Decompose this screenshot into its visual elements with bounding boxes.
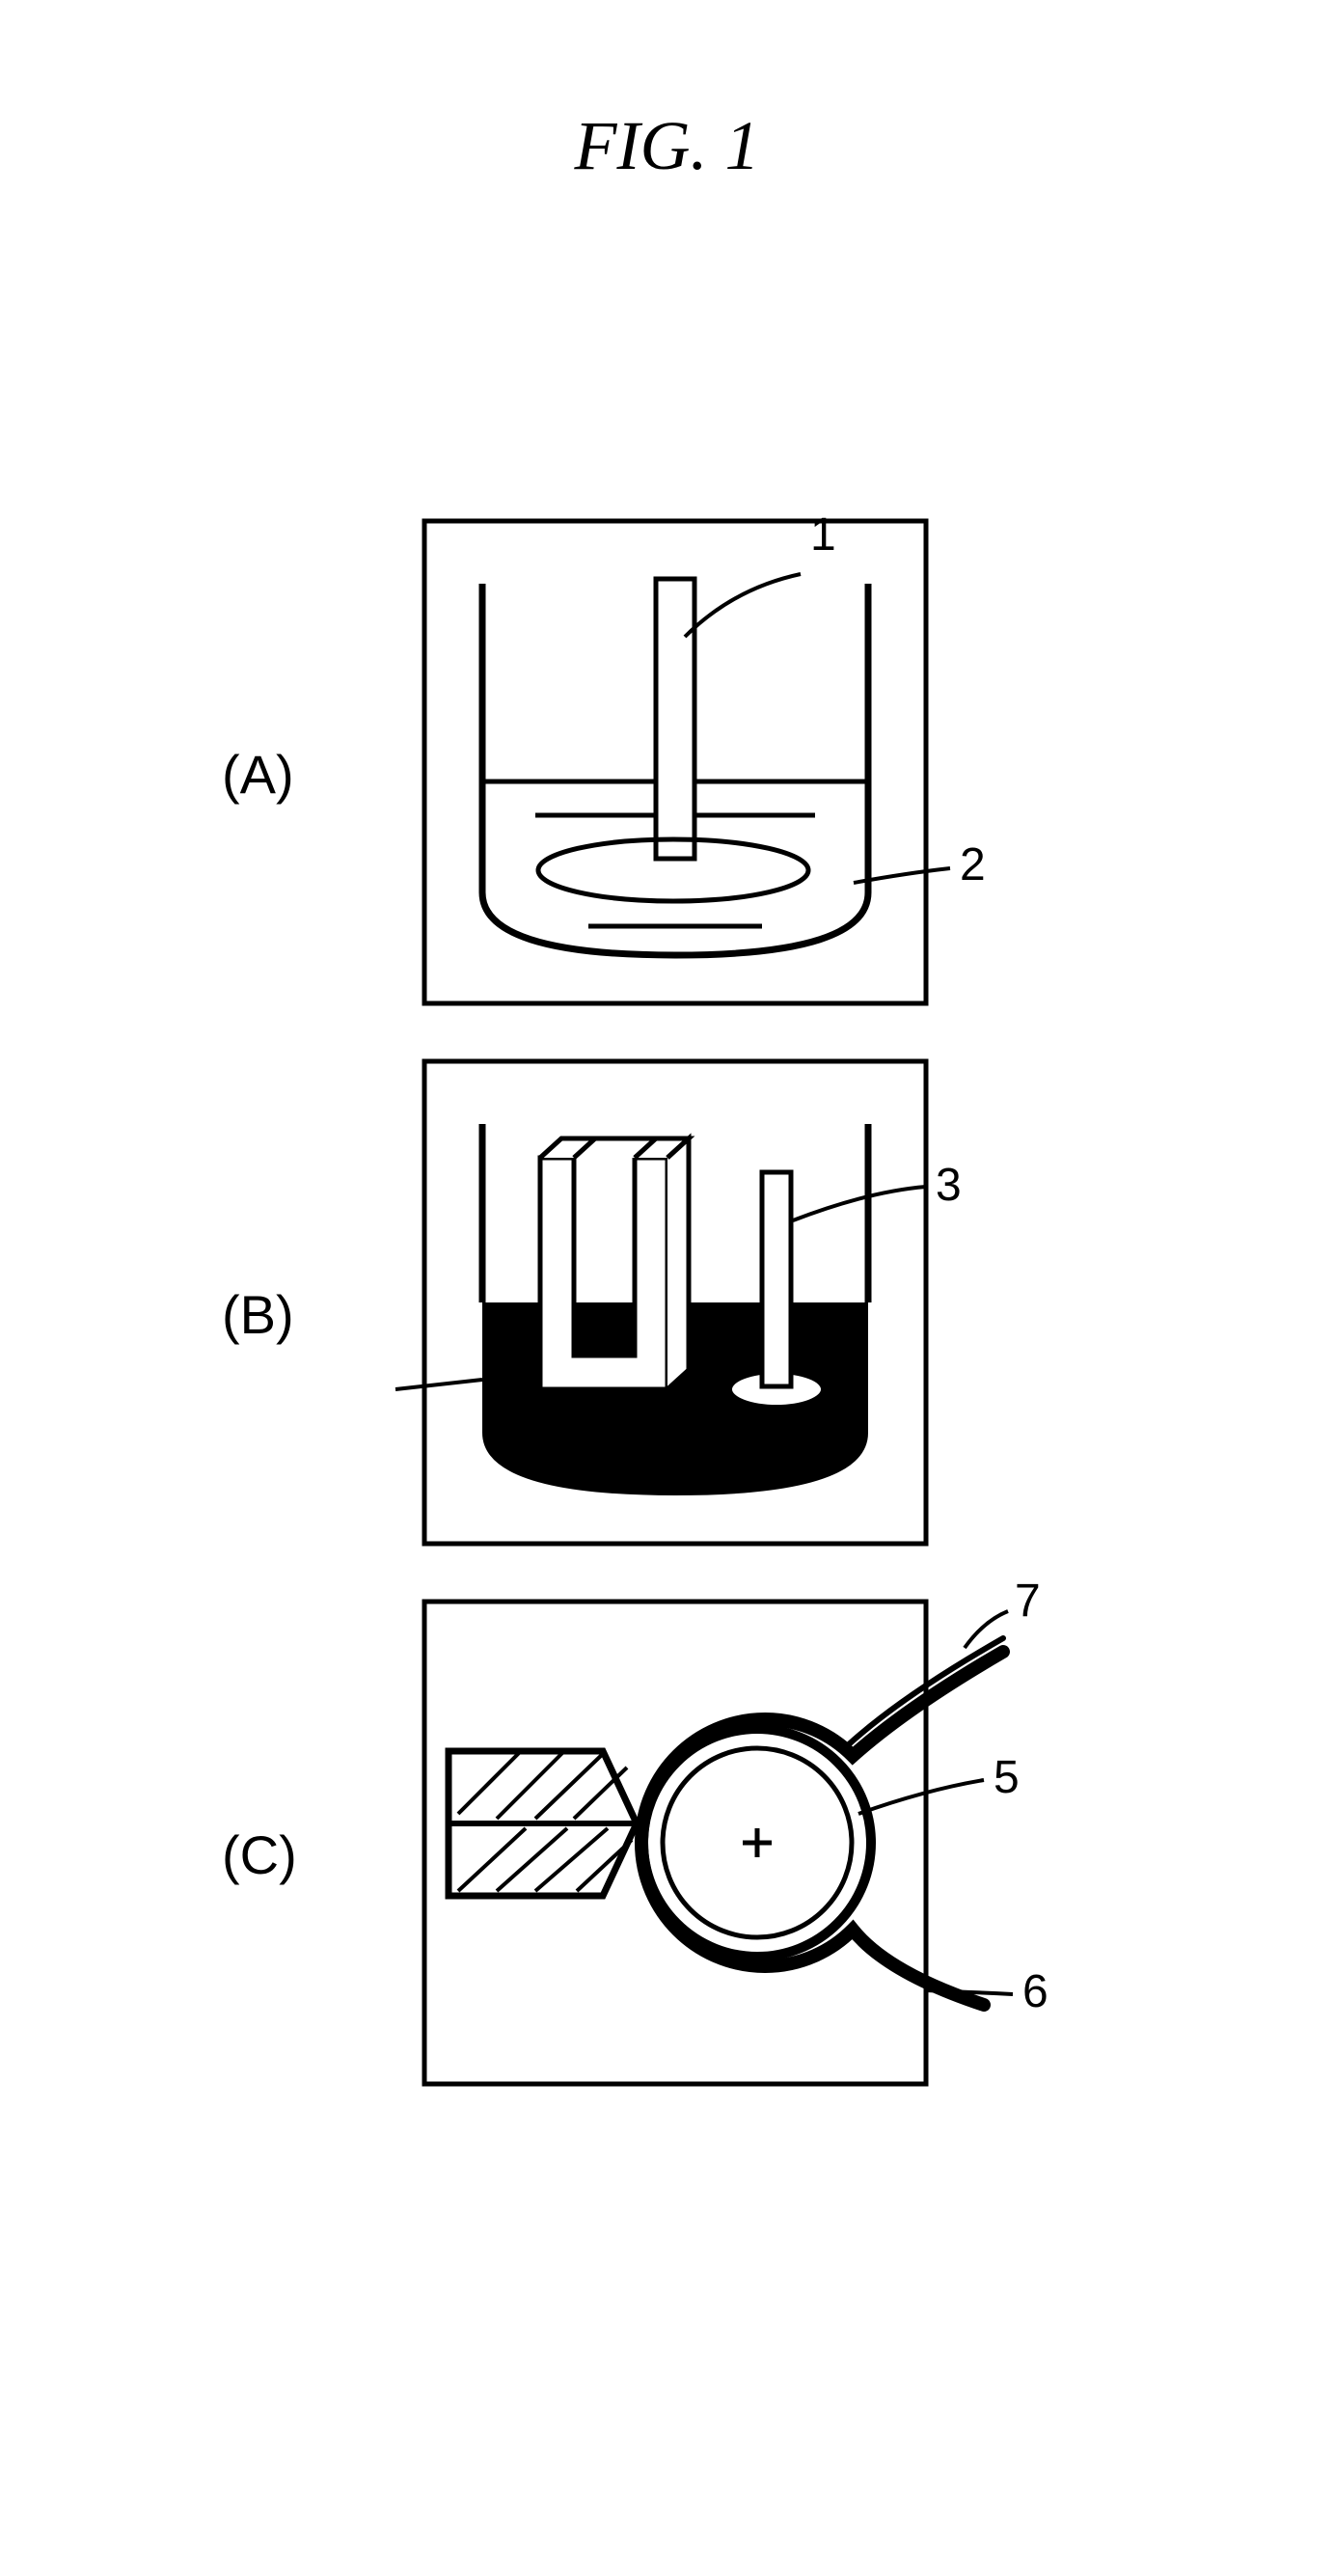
callout-2: 2	[960, 839, 986, 891]
panel-c-label: (C)	[222, 1823, 297, 1886]
panel-c-svg: 7 5 6	[367, 1563, 1100, 2123]
die-head	[449, 1751, 637, 1896]
panel-a-label: (A)	[222, 743, 294, 806]
callout-6: 6	[1022, 1966, 1048, 2017]
figure-title: FIG. 1	[0, 106, 1334, 186]
callout-1: 1	[810, 509, 836, 561]
panel-a-svg: 1 2	[386, 482, 1061, 1023]
callout-5: 5	[994, 1752, 1020, 1803]
callout-3: 3	[936, 1160, 962, 1211]
panel-b-label: (B)	[222, 1283, 294, 1346]
panel-b-svg: 3 4	[386, 1023, 1061, 1563]
figure-page: FIG. 1 (A) (B) (C) 1 2	[0, 0, 1334, 2576]
callout-7: 7	[1015, 1576, 1041, 1627]
